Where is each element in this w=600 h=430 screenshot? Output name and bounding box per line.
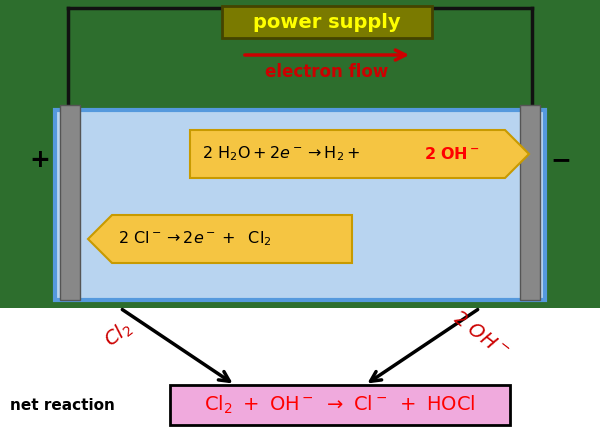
Bar bbox=[520, 105, 540, 300]
Text: power supply: power supply bbox=[253, 12, 401, 31]
Bar bbox=[55, 110, 545, 300]
Bar bbox=[222, 6, 432, 38]
Text: net reaction: net reaction bbox=[10, 397, 115, 412]
Text: $2\ \mathrm{Cl^-} \rightarrow 2e^- +\ \ \mathrm{Cl_2}$: $2\ \mathrm{Cl^-} \rightarrow 2e^- +\ \ … bbox=[118, 230, 272, 249]
Text: −: − bbox=[550, 148, 571, 172]
Text: $\mathrm{Cl_2\ +\ OH^-\ \rightarrow\ Cl^-\ +\ HOCl}$: $\mathrm{Cl_2\ +\ OH^-\ \rightarrow\ Cl^… bbox=[204, 394, 476, 416]
Text: electron flow: electron flow bbox=[265, 63, 389, 81]
Text: $\mathit{Cl_2}$: $\mathit{Cl_2}$ bbox=[100, 317, 136, 353]
Bar bbox=[60, 105, 80, 300]
Text: $\mathbf{2\ OH^-}$: $\mathbf{2\ OH^-}$ bbox=[424, 146, 480, 162]
Bar bbox=[170, 385, 510, 425]
Text: $2\ \mathrm{H_2O} + 2e^- \rightarrow \mathrm{H_2} +\ $: $2\ \mathrm{H_2O} + 2e^- \rightarrow \ma… bbox=[202, 144, 361, 163]
Text: +: + bbox=[29, 148, 50, 172]
Text: $\mathit{2\ OH^-}$: $\mathit{2\ OH^-}$ bbox=[449, 307, 511, 362]
Bar bbox=[0, 0, 600, 308]
Polygon shape bbox=[190, 130, 529, 178]
Polygon shape bbox=[88, 215, 352, 263]
